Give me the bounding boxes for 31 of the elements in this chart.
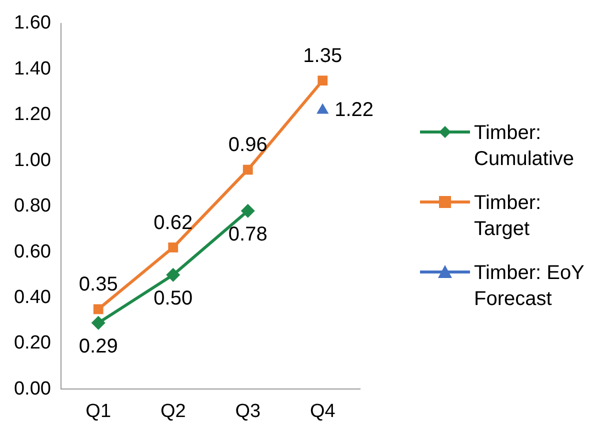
x-tick-label: Q3 (235, 400, 261, 422)
y-tick-label: 0.80 (14, 196, 51, 217)
legend-label: Timber: Target (474, 191, 542, 242)
point (91, 316, 106, 330)
x-tick-label: Q4 (310, 400, 336, 422)
x-tick-label: Q1 (86, 400, 112, 422)
legend-label: Timber: Cumulative (474, 121, 576, 172)
x-tick-label: Q2 (160, 400, 186, 422)
data-label: 0.50 (154, 287, 193, 310)
y-tick-label: 1.60 (14, 12, 51, 34)
data-label: 0.35 (78, 274, 118, 296)
legend-label: Timber: EoY Forecast (474, 261, 586, 312)
data-label: 0.78 (228, 223, 268, 246)
data-label: 1.35 (303, 45, 342, 68)
data-label: 0.96 (228, 134, 268, 156)
point (168, 242, 178, 252)
y-tick-label: 0.40 (14, 286, 51, 308)
point (240, 204, 255, 218)
y-tick-label: 1.20 (14, 104, 51, 126)
point (318, 76, 328, 86)
y-tick-label: 0.60 (14, 241, 51, 262)
point (93, 304, 104, 314)
point (166, 268, 180, 282)
y-tick-label: 0.20 (14, 332, 51, 354)
y-tick-label: 1.00 (14, 150, 51, 171)
data-label: 1.22 (334, 98, 374, 121)
data-label: 0.62 (154, 212, 193, 234)
y-tick-label: 1.40 (14, 58, 51, 80)
y-tick-label: 0.00 (14, 378, 51, 400)
data-label: 0.29 (78, 335, 118, 358)
point (242, 164, 253, 175)
